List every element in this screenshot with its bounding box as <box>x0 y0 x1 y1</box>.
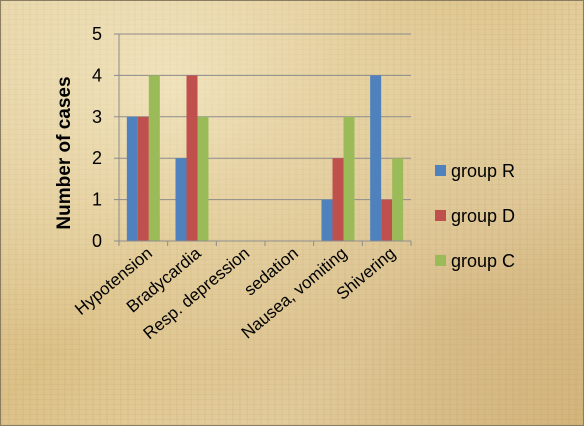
bar <box>370 75 382 242</box>
bars <box>126 75 404 242</box>
y-tick-label: 1 <box>92 190 102 210</box>
bar <box>186 75 198 242</box>
legend-swatch <box>435 255 446 266</box>
bar <box>321 199 333 241</box>
y-tick-labels: 0 1 2 3 4 5 <box>92 24 102 251</box>
legend-label: group D <box>451 206 515 226</box>
bar <box>332 158 344 241</box>
bar <box>175 158 187 241</box>
y-tick-label: 5 <box>92 24 102 44</box>
bar <box>148 75 160 242</box>
axes <box>114 33 412 246</box>
legend-label: group C <box>451 251 515 271</box>
bar <box>343 116 355 241</box>
gridlines <box>119 33 411 201</box>
legend: group R group D group C <box>435 161 515 271</box>
legend-swatch <box>435 165 446 176</box>
bar <box>392 158 404 241</box>
y-tick-label: 2 <box>92 148 102 168</box>
y-tick-label: 4 <box>92 65 102 85</box>
y-tick-label: 0 <box>92 231 102 251</box>
y-axis-title: Number of cases <box>54 76 75 229</box>
bar <box>381 199 393 241</box>
bar <box>137 116 149 241</box>
bar <box>197 116 209 241</box>
bar <box>126 116 138 241</box>
legend-label: group R <box>451 161 515 181</box>
y-tick-label: 3 <box>92 107 102 127</box>
legend-swatch <box>435 210 446 221</box>
